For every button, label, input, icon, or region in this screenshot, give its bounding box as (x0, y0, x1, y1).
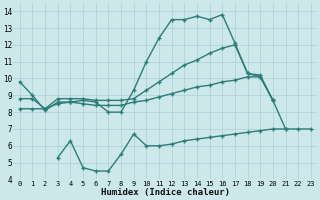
X-axis label: Humidex (Indice chaleur): Humidex (Indice chaleur) (101, 188, 230, 197)
